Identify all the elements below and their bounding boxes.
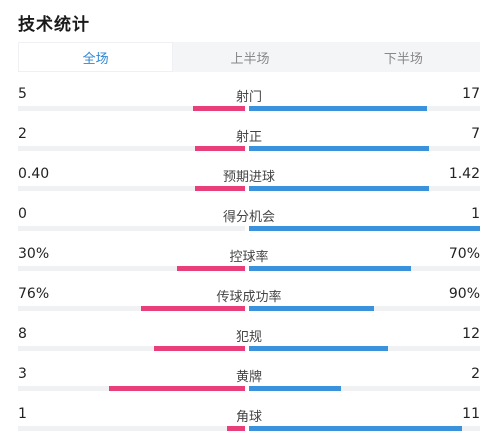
home-value: 1 (18, 406, 27, 422)
away-value: 17 (462, 86, 480, 102)
away-value: 1 (471, 206, 480, 222)
stat-name: 得分机会 (222, 210, 275, 225)
home-bar (154, 346, 245, 351)
stat-name: 射门 (235, 90, 262, 105)
home-bar-track (18, 106, 245, 111)
home-value: 0.40 (18, 166, 50, 182)
away-bar (249, 426, 462, 431)
away-bar-track (249, 106, 480, 111)
home-bar-track (18, 426, 245, 431)
home-bar-track (18, 226, 245, 231)
stats-list: 5 射门 17 2 射正 7 0.40 预期进球 1.42 0 得分机会 1 3… (18, 80, 480, 440)
away-bar-track (249, 226, 480, 231)
stat-name: 预期进球 (222, 170, 275, 185)
away-value: 2 (471, 366, 480, 382)
stat-row-possession: 30% 控球率 70% (18, 240, 480, 280)
stat-row-corners: 1 角球 11 (18, 400, 480, 440)
stat-name: 犯规 (235, 330, 262, 345)
stat-row-shots-on-target: 2 射正 7 (18, 120, 480, 160)
home-bar-track (18, 346, 245, 351)
stat-row-scoring-chances: 0 得分机会 1 (18, 200, 480, 240)
stat-name: 黄牌 (235, 370, 262, 385)
home-bar-track (18, 186, 245, 191)
home-value: 76% (18, 286, 50, 302)
home-bar (108, 386, 245, 391)
away-value: 90% (448, 286, 480, 302)
home-value: 8 (18, 326, 27, 342)
home-value: 0 (18, 206, 27, 222)
away-bar (249, 226, 480, 231)
page-title: 技术统计 (18, 15, 90, 35)
away-bar (249, 266, 411, 271)
away-value: 7 (471, 126, 480, 142)
home-value: 2 (18, 126, 27, 142)
tab-first-half[interactable]: 上半场 (230, 51, 270, 67)
away-bar (249, 386, 342, 391)
home-bar-track (18, 386, 245, 391)
tab-second-half[interactable]: 下半场 (383, 51, 423, 67)
stat-name: 射正 (235, 130, 262, 145)
away-bar (249, 106, 427, 111)
stat-name: 角球 (235, 410, 262, 425)
away-value: 70% (448, 246, 480, 262)
away-bar-track (249, 386, 480, 391)
stat-row-expected-goals: 0.40 预期进球 1.42 (18, 160, 480, 200)
stat-name: 传球成功率 (216, 290, 282, 305)
home-value: 3 (18, 366, 27, 382)
home-value: 5 (18, 86, 27, 102)
away-bar-track (249, 266, 480, 271)
stat-row-pass-accuracy: 76% 传球成功率 90% (18, 280, 480, 320)
away-bar (249, 346, 388, 351)
stat-row-yellow-cards: 3 黄牌 2 (18, 360, 480, 400)
away-value: 1.42 (448, 166, 480, 182)
away-bar-track (249, 146, 480, 151)
away-bar (249, 306, 374, 311)
stat-row-fouls: 8 犯规 12 (18, 320, 480, 360)
away-bar-track (249, 346, 480, 351)
away-bar-track (249, 306, 480, 311)
away-bar (249, 146, 430, 151)
stat-name: 控球率 (229, 250, 269, 265)
home-bar (195, 146, 245, 151)
home-bar-track (18, 266, 245, 271)
home-bar (192, 106, 245, 111)
home-bar-track (18, 306, 245, 311)
away-bar-track (249, 186, 480, 191)
tab-full-match[interactable]: 全场 (18, 42, 174, 72)
stat-row-shots: 5 射门 17 (18, 80, 480, 120)
home-bar (226, 426, 245, 431)
away-bar-track (249, 426, 480, 431)
away-value: 11 (462, 406, 480, 422)
home-bar-track (18, 146, 245, 151)
away-bar (249, 186, 430, 191)
home-value: 30% (18, 246, 50, 262)
home-bar (176, 266, 245, 271)
home-bar (140, 306, 245, 311)
away-value: 12 (462, 326, 480, 342)
home-bar (195, 186, 245, 191)
period-tabs: 全场 上半场 下半场 (18, 42, 480, 72)
